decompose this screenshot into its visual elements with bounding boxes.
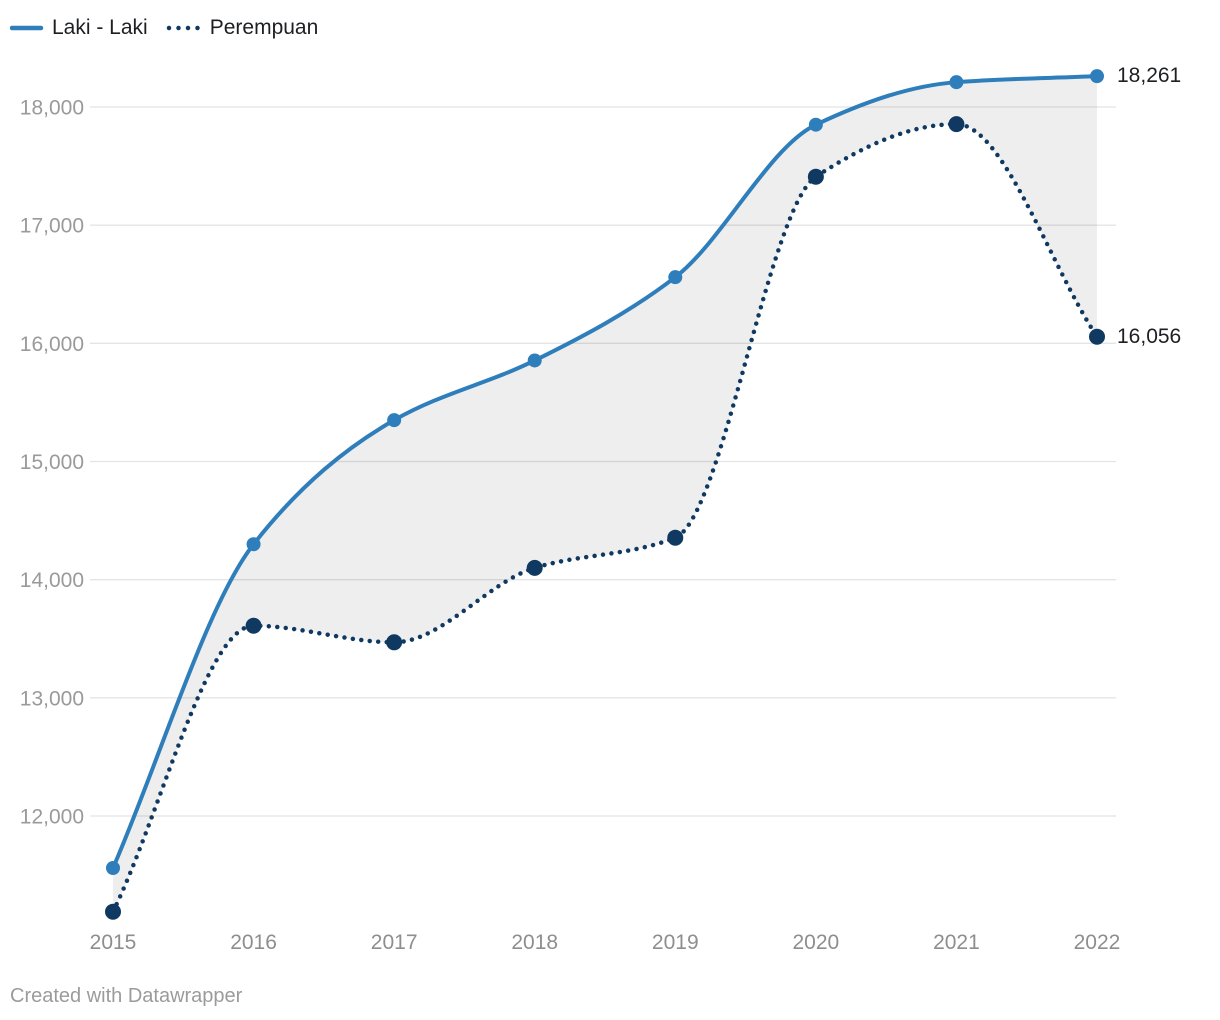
legend-label-perempuan: Perempuan — [209, 16, 319, 39]
laki-laki-point-marker[interactable] — [387, 413, 402, 428]
y-tick-label: 15,000 — [20, 451, 84, 474]
legend-label-laki-laki: Laki - Laki — [52, 16, 148, 39]
x-tick-label: 2018 — [511, 931, 558, 954]
x-tick-label: 2019 — [652, 931, 699, 954]
legend: Laki - Laki Perempuan — [10, 14, 318, 42]
perempuan-point-marker[interactable] — [245, 617, 262, 634]
perempuan-point-marker[interactable] — [1088, 328, 1105, 345]
y-tick-label: 12,000 — [20, 806, 84, 829]
y-tick-label: 14,000 — [20, 569, 84, 592]
x-tick-label: 2015 — [90, 931, 137, 954]
end-value-label-laki-laki: 18,261 — [1117, 64, 1182, 88]
laki-laki-point-marker[interactable] — [949, 75, 964, 90]
x-tick-label: 2022 — [1074, 931, 1121, 954]
laki-laki-point-marker[interactable] — [527, 353, 542, 368]
end-value-label-perempuan: 16,056 — [1117, 324, 1182, 348]
y-tick-label: 16,000 — [20, 333, 84, 356]
x-tick-label: 2021 — [933, 931, 980, 954]
legend-item-laki-laki: Laki - Laki — [10, 14, 148, 42]
laki-laki-line — [111, 74, 1099, 870]
datawrapper-attribution[interactable]: Created with Datawrapper — [10, 985, 243, 1007]
perempuan-point-marker[interactable] — [948, 116, 965, 133]
solid-line-swatch — [10, 25, 44, 31]
legend-item-perempuan: Perempuan — [166, 14, 319, 42]
laki-laki-point-marker[interactable] — [246, 537, 261, 552]
perempuan-point-marker[interactable] — [105, 903, 121, 920]
x-tick-label: 2016 — [230, 931, 277, 954]
laki-laki-point-marker[interactable] — [1089, 69, 1104, 84]
series-gap-area — [113, 76, 1097, 912]
perempuan-point-marker[interactable] — [386, 634, 403, 651]
x-tick-label: 2017 — [371, 931, 418, 954]
laki-laki-point-marker[interactable] — [808, 117, 823, 132]
y-tick-label: 17,000 — [20, 215, 84, 238]
y-tick-label: 13,000 — [20, 687, 84, 710]
x-tick-label: 2020 — [792, 931, 839, 954]
perempuan-point-marker[interactable] — [667, 529, 684, 546]
y-tick-label: 18,000 — [20, 97, 84, 120]
perempuan-point-marker[interactable] — [807, 168, 824, 185]
perempuan-point-marker[interactable] — [526, 559, 543, 576]
laki-laki-point-marker[interactable] — [668, 270, 683, 285]
laki-laki-point-marker[interactable] — [106, 860, 120, 875]
